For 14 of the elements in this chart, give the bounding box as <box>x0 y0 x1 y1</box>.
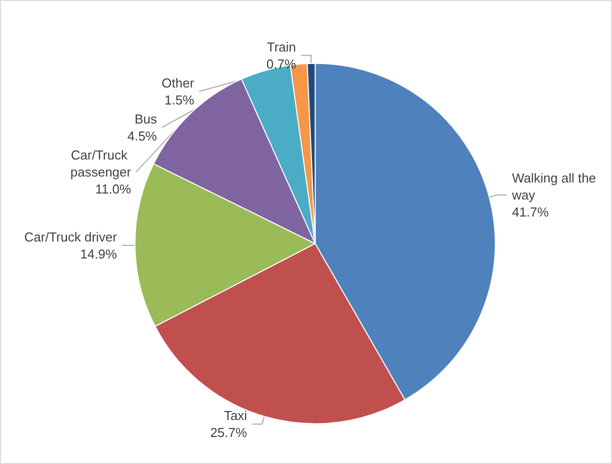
slice-label: Other <box>162 75 195 90</box>
slice-label: Walking all the way <box>510 170 600 203</box>
slice-label: Taxi <box>224 408 248 424</box>
slice-label: Train <box>266 39 296 54</box>
slice-label: Bus <box>134 111 158 126</box>
slice-label: Car/Truck passenger <box>70 147 132 180</box>
slice-label: Car/Truck driver <box>24 229 118 244</box>
data-label: 25.7% <box>210 425 248 440</box>
data-label: 14.9% <box>80 246 118 262</box>
data-label: 0.7% <box>266 56 296 72</box>
data-label: 41.7% <box>512 204 550 220</box>
data-label: 4.5% <box>127 128 158 144</box>
data-label: 11.0% <box>95 181 132 196</box>
data-label: 1.5% <box>164 92 195 108</box>
